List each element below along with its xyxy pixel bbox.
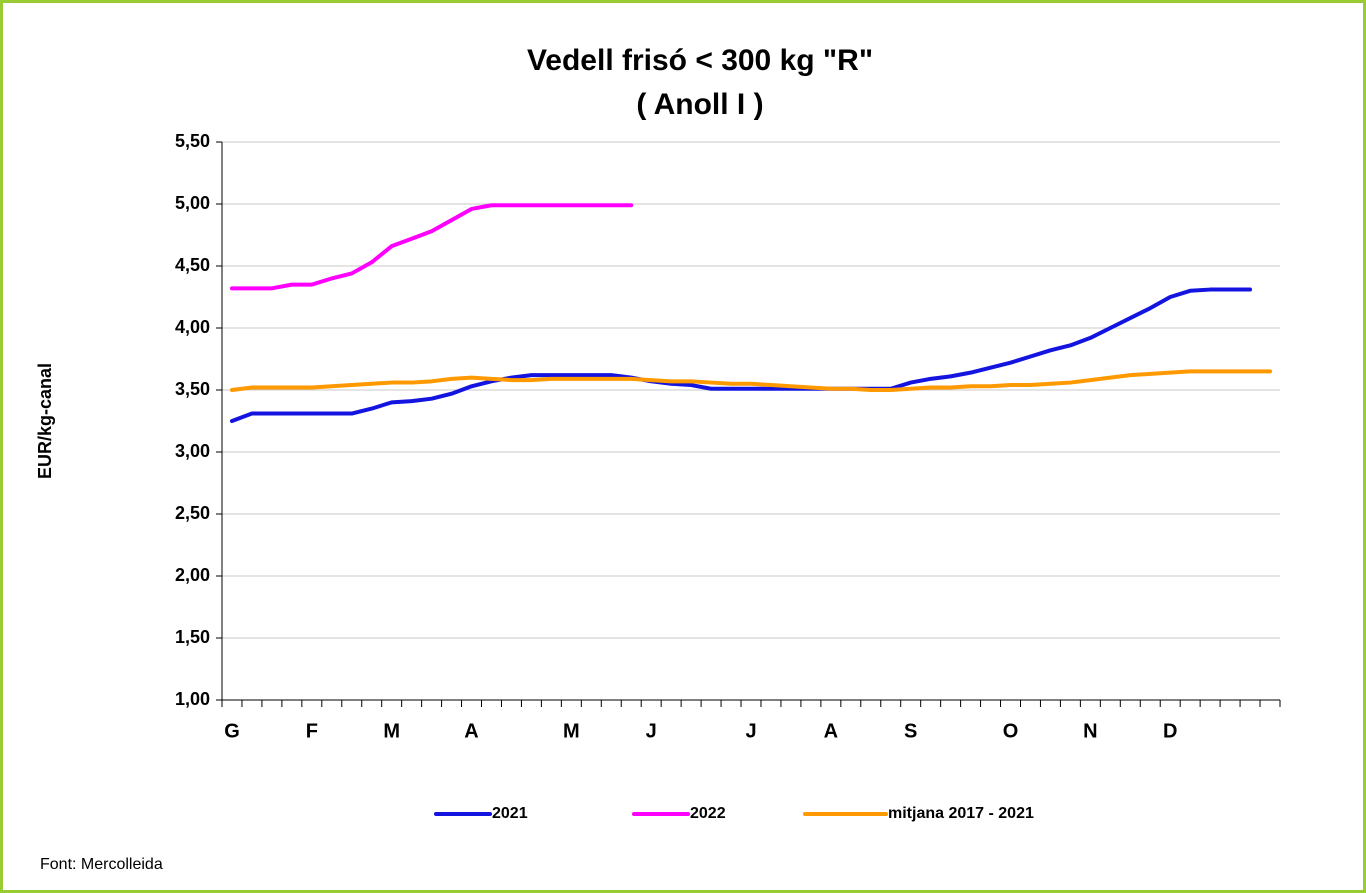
y-tick-label: 2,00 — [175, 565, 210, 585]
source-note: Font: Mercolleida — [40, 856, 163, 873]
y-tick-label: 5,00 — [175, 193, 210, 213]
series-line — [229, 287, 1253, 423]
x-tick-label: M — [383, 720, 400, 742]
chart-title: Vedell frisó < 300 kg "R" — [527, 44, 873, 77]
y-tick-label: 4,50 — [175, 255, 210, 275]
x-tick-label: F — [306, 720, 318, 742]
x-tick-label: A — [824, 720, 838, 742]
y-tick-label: 1,50 — [175, 627, 210, 647]
x-tick-label: J — [646, 720, 657, 742]
legend-label: 2022 — [690, 805, 726, 822]
y-tick-label: 2,50 — [175, 503, 210, 523]
x-tick-label: O — [1003, 720, 1019, 742]
x-tick-label: G — [224, 720, 240, 742]
y-axis-label: EUR/kg-canal — [35, 363, 55, 479]
series-line — [229, 203, 634, 291]
legend-label: mitjana 2017 - 2021 — [888, 805, 1034, 822]
x-tick-label: M — [563, 720, 580, 742]
y-tick-label: 4,00 — [175, 317, 210, 337]
y-tick-label: 5,50 — [175, 131, 210, 151]
x-tick-label: D — [1163, 720, 1177, 742]
x-tick-label: S — [904, 720, 917, 742]
x-tick-label: J — [745, 720, 756, 742]
x-tick-label: A — [464, 720, 478, 742]
y-tick-label: 1,00 — [175, 689, 210, 709]
y-tick-label: 3,50 — [175, 379, 210, 399]
x-tick-label: N — [1083, 720, 1097, 742]
legend-label: 2021 — [492, 805, 528, 822]
series-line — [229, 369, 1273, 392]
y-tick-label: 3,00 — [175, 441, 210, 461]
chart-subtitle: ( Anoll I ) — [636, 88, 763, 121]
